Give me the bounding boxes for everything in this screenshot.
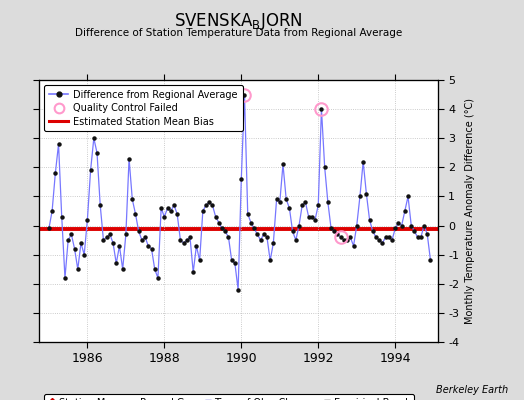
Legend: Station Move, Record Gap, Time of Obs. Change, Empirical Break: Station Move, Record Gap, Time of Obs. C… bbox=[44, 394, 414, 400]
Text: Difference of Station Temperature Data from Regional Average: Difference of Station Temperature Data f… bbox=[75, 28, 402, 38]
Text: Berkeley Earth: Berkeley Earth bbox=[436, 385, 508, 395]
Y-axis label: Monthly Temperature Anomaly Difference (°C): Monthly Temperature Anomaly Difference (… bbox=[465, 98, 475, 324]
Text: SVENSKA$_\mathregular{B}$JORN: SVENSKA$_\mathregular{B}$JORN bbox=[174, 11, 303, 32]
